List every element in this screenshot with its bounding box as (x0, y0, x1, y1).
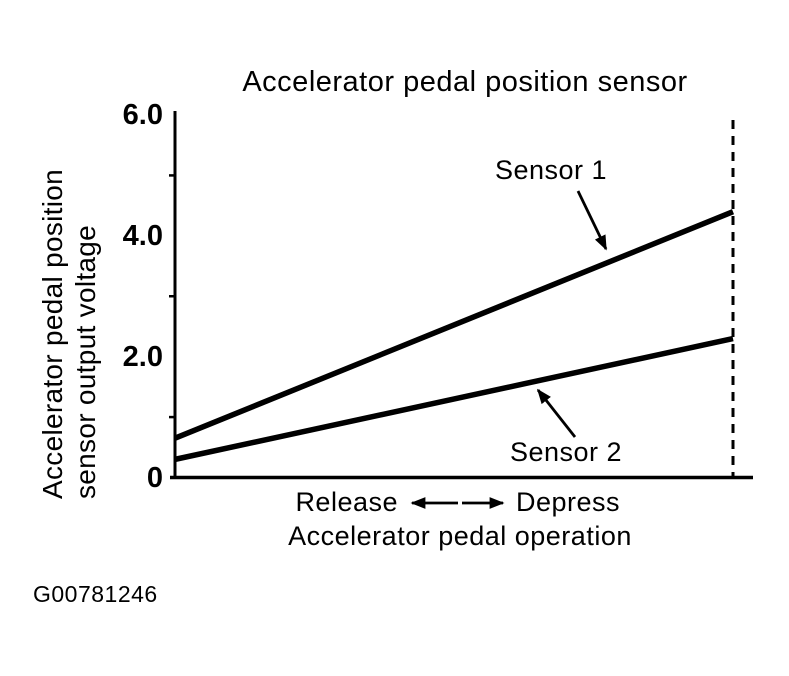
y-tick-label: 6.0 (122, 99, 163, 131)
x-axis-release-label: Release (295, 487, 398, 517)
series-line-sensor-1 (173, 209, 735, 441)
chart-title: Accelerator pedal position sensor (242, 66, 688, 98)
series-label-sensor-2: Sensor 2 (510, 437, 623, 467)
series-label-sensor-1: Sensor 1 (495, 155, 608, 185)
y-tick-label: 2.0 (122, 340, 163, 373)
x-axis-label: Accelerator pedal operation (288, 521, 632, 551)
y-axis-label-line1: Accelerator pedal position (37, 169, 68, 499)
x-axis-depress-label: Depress (516, 487, 621, 517)
series-line-sensor-2 (174, 335, 734, 463)
y-axis-label: Accelerator pedal position sensor output… (36, 83, 102, 499)
y-axis-label-line2: sensor output voltage (70, 224, 101, 499)
y-tick-label: 4.0 (122, 219, 163, 252)
figure-id: G00781246 (33, 581, 158, 607)
annotation-arrow-sensor-2 (536, 388, 577, 438)
annotation-arrow-sensor-1 (576, 190, 608, 251)
y-tick-label: 0 (146, 461, 163, 494)
